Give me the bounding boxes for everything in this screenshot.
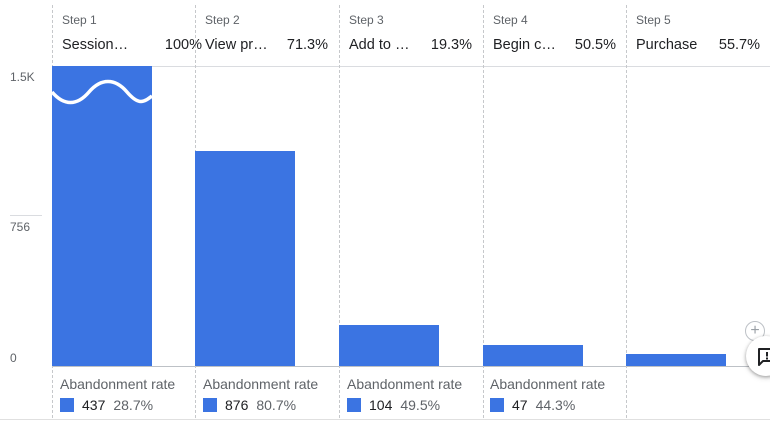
abandonment-label: Abandonment rate: [347, 376, 463, 392]
abandonment-label: Abandonment rate: [203, 376, 319, 392]
abandonment-count: 437: [82, 397, 106, 413]
step-completion-rate: 50.5%: [574, 37, 616, 53]
step-number: Step 5: [636, 13, 671, 27]
abandonment-label: Abandonment rate: [490, 376, 606, 392]
step-completion-rate: 55.7%: [718, 37, 760, 53]
funnel-bar[interactable]: [626, 354, 726, 366]
step-divider: [483, 5, 484, 418]
step-header-2[interactable]: Step 2 View pr… 71.3%: [205, 12, 328, 55]
abandonment-count: 104: [369, 397, 393, 413]
abandonment-step-1: Abandonment rate 437 28.7%: [60, 376, 200, 413]
step-header-1[interactable]: Step 1 Session… 100%: [62, 12, 202, 55]
feedback-button[interactable]: [746, 336, 770, 376]
abandonment-step-3: Abandonment rate 104 49.5%: [347, 376, 487, 413]
funnel-bar[interactable]: [483, 345, 583, 366]
step-completion-rate: 19.3%: [430, 37, 472, 53]
abandonment-rate: 28.7%: [113, 397, 154, 413]
abandonment-rate: 44.3%: [535, 397, 576, 413]
footer-divider: [0, 419, 770, 420]
y-tick-label: 756: [10, 220, 31, 234]
step-name: View pr…: [205, 37, 268, 53]
step-divider: [626, 5, 627, 418]
funnel-bar[interactable]: [52, 66, 152, 366]
feedback-icon: [758, 348, 770, 366]
step-divider: [339, 5, 340, 418]
abandonment-count: 47: [512, 397, 528, 413]
axis-break-wave: [50, 79, 154, 105]
abandonment-label: Abandonment rate: [60, 376, 176, 392]
legend-swatch: [60, 398, 74, 412]
y-tick-line: [10, 215, 42, 216]
step-completion-rate: 71.3%: [286, 37, 328, 53]
step-name: Add to …: [349, 37, 410, 53]
step-number: Step 3: [349, 13, 384, 27]
abandonment-rate: 80.7%: [256, 397, 297, 413]
funnel-bar[interactable]: [339, 325, 439, 366]
legend-swatch: [347, 398, 361, 412]
step-name: Session…: [62, 37, 129, 53]
step-number: Step 2: [205, 13, 240, 27]
step-number: Step 4: [493, 13, 528, 27]
step-header-3[interactable]: Step 3 Add to … 19.3%: [349, 12, 472, 55]
step-name: Purchase: [636, 37, 698, 53]
abandonment-rate: 49.5%: [400, 397, 441, 413]
funnel-bar[interactable]: [195, 151, 295, 366]
y-tick-label: 0: [10, 351, 17, 365]
step-number: Step 1: [62, 13, 97, 27]
y-tick-label: 1.5K: [10, 70, 35, 84]
step-header-4[interactable]: Step 4 Begin c… 50.5%: [493, 12, 616, 55]
step-completion-rate: 100%: [164, 37, 202, 53]
x-axis-line: [52, 366, 770, 367]
abandonment-step-2: Abandonment rate 876 80.7%: [203, 376, 343, 413]
legend-swatch: [490, 398, 504, 412]
abandonment-step-4: Abandonment rate 47 44.3%: [490, 376, 630, 413]
step-name: Begin c…: [493, 37, 556, 53]
step-header-5[interactable]: Step 5 Purchase 55.7%: [636, 12, 760, 55]
abandonment-count: 876: [225, 397, 249, 413]
grid-line-top: [52, 66, 770, 67]
legend-swatch: [203, 398, 217, 412]
